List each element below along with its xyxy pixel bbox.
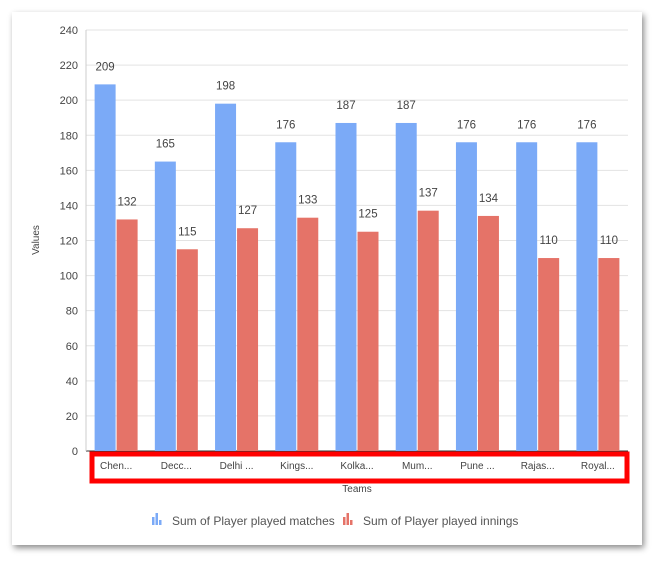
bar-chart-icon bbox=[343, 513, 353, 525]
data-label: 187 bbox=[397, 100, 416, 112]
bar-series-2[interactable] bbox=[538, 258, 560, 451]
data-label: 209 bbox=[96, 61, 115, 73]
data-label: 115 bbox=[178, 226, 196, 238]
bar-series-1[interactable] bbox=[94, 84, 116, 452]
gridlines bbox=[85, 29, 628, 452]
data-label: 110 bbox=[600, 235, 618, 247]
data-label: 176 bbox=[577, 119, 596, 131]
data-label: 176 bbox=[276, 119, 295, 131]
y-tick-label: 160 bbox=[60, 165, 78, 177]
data-label: 176 bbox=[517, 119, 536, 131]
x-tick-label: Mum... bbox=[402, 461, 433, 472]
bar-series-2[interactable] bbox=[297, 217, 319, 451]
data-label: 134 bbox=[479, 193, 499, 205]
legend-label: Sum of Player played innings bbox=[363, 514, 518, 528]
y-tick-label: 100 bbox=[60, 271, 78, 283]
bar-series-1[interactable] bbox=[275, 142, 297, 451]
x-axis-ticks: Chen... Decc... Delhi ... Kings... Kolka... M… bbox=[100, 461, 615, 472]
y-axis-title: Values bbox=[31, 225, 42, 255]
bar-series-1[interactable] bbox=[154, 161, 176, 451]
x-tick-label: Rajas... bbox=[521, 461, 555, 472]
x-tick-label: Chen... bbox=[100, 461, 132, 472]
bar-series-2[interactable] bbox=[417, 210, 439, 451]
y-tick-label: 40 bbox=[66, 376, 78, 388]
y-tick-label: 20 bbox=[66, 411, 78, 423]
data-labels: 209 132 165 115 198 127 176 133 187 125 187 137 176 1… bbox=[96, 61, 619, 247]
y-tick-label: 80 bbox=[66, 306, 78, 318]
y-tick-label: 140 bbox=[60, 200, 78, 212]
data-label: 187 bbox=[336, 100, 355, 112]
x-tick-label: Kolka... bbox=[340, 461, 373, 472]
x-axis-title: Teams bbox=[342, 484, 371, 495]
x-tick-label: Delhi ... bbox=[220, 461, 254, 472]
legend-label: Sum of Player played matches bbox=[172, 514, 335, 528]
y-axis-ticks: 0 20 40 60 80 100 120 140 160 180 200 220 240 bbox=[60, 25, 78, 458]
y-tick-label: 200 bbox=[60, 95, 78, 107]
bars bbox=[94, 84, 620, 452]
legend[interactable]: Sum of Player played matches Sum of Playe… bbox=[152, 513, 518, 528]
data-label: 132 bbox=[118, 196, 137, 208]
data-label: 137 bbox=[419, 188, 438, 200]
bar-series-2[interactable] bbox=[116, 219, 138, 451]
y-tick-label: 180 bbox=[60, 130, 78, 142]
bar-series-2[interactable] bbox=[176, 249, 198, 451]
data-label: 176 bbox=[457, 119, 476, 131]
data-label: 127 bbox=[238, 205, 257, 217]
data-label: 133 bbox=[298, 195, 317, 207]
bar-chart-icon bbox=[152, 513, 162, 525]
bar-series-1[interactable] bbox=[215, 103, 237, 452]
y-tick-label: 120 bbox=[60, 236, 78, 248]
x-tick-label: Pune ... bbox=[460, 461, 494, 472]
category-highlight-box bbox=[89, 451, 630, 484]
y-tick-label: 240 bbox=[60, 25, 78, 37]
bar-series-1[interactable] bbox=[576, 142, 598, 451]
bar-series-1[interactable] bbox=[516, 142, 538, 451]
bar-series-2[interactable] bbox=[357, 231, 379, 451]
legend-item-2[interactable]: Sum of Player played innings bbox=[343, 513, 518, 528]
legend-item-1[interactable]: Sum of Player played matches bbox=[152, 513, 335, 528]
x-tick-label: Royal... bbox=[581, 461, 615, 472]
bar-series-1[interactable] bbox=[395, 122, 417, 452]
x-tick-label: Kings... bbox=[280, 461, 313, 472]
data-label: 198 bbox=[216, 81, 235, 93]
y-tick-label: 60 bbox=[66, 341, 78, 353]
y-tick-label: 0 bbox=[72, 446, 78, 458]
data-label: 165 bbox=[156, 139, 175, 151]
bar-series-1[interactable] bbox=[335, 122, 357, 452]
bar-series-2[interactable] bbox=[598, 258, 620, 451]
x-tick-label: Decc... bbox=[161, 461, 192, 472]
bar-series-2[interactable] bbox=[477, 215, 499, 451]
data-label: 125 bbox=[358, 209, 377, 221]
y-tick-label: 220 bbox=[60, 60, 78, 72]
data-label: 110 bbox=[539, 235, 557, 247]
bar-series-1[interactable] bbox=[455, 142, 477, 451]
bar-series-2[interactable] bbox=[237, 228, 259, 451]
